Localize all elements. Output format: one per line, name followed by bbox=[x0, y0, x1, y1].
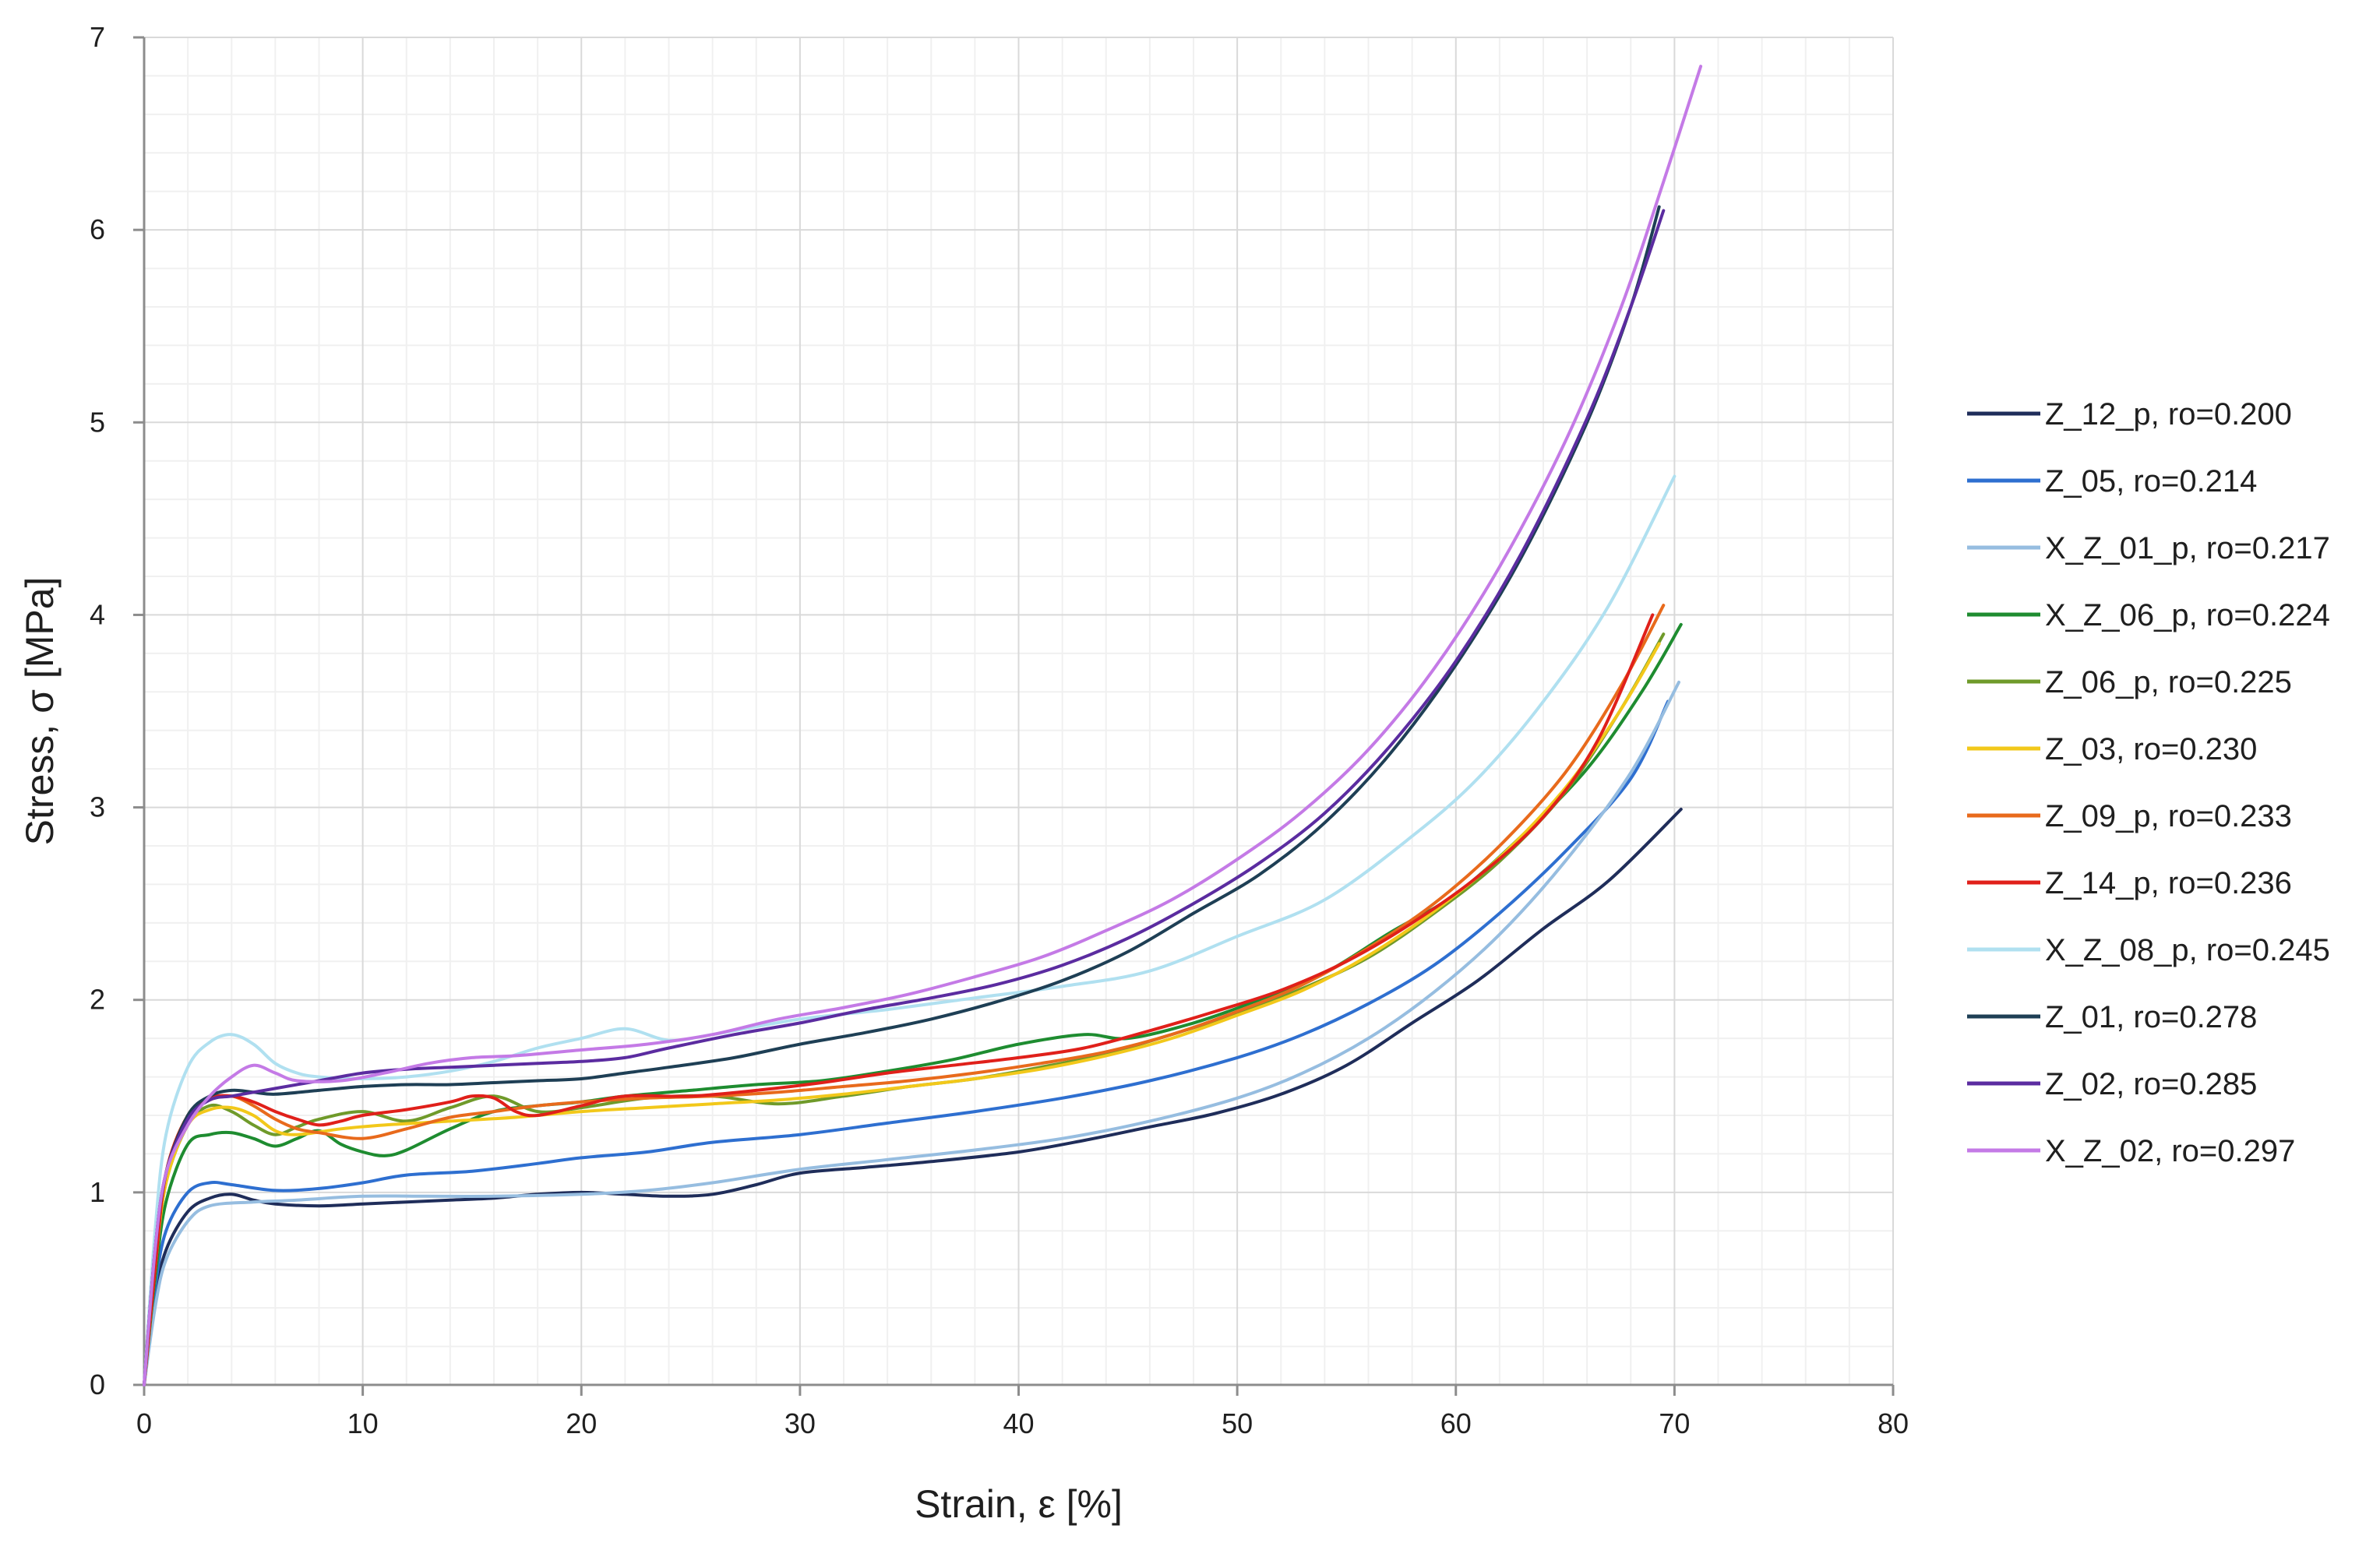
series-line-2 bbox=[143, 699, 1670, 1386]
series-line-8 bbox=[143, 613, 1655, 1386]
series-line-1 bbox=[143, 808, 1683, 1386]
series-line-11 bbox=[143, 209, 1666, 1386]
x-tick-label: 30 bbox=[785, 1407, 816, 1439]
x-tick-label: 20 bbox=[566, 1407, 597, 1439]
x-tick-label: 80 bbox=[1878, 1407, 1909, 1439]
x-tick-label: 70 bbox=[1659, 1407, 1690, 1439]
axes bbox=[133, 36, 1895, 1396]
legend-label-1: Z_12_p, ro=0.200 bbox=[2045, 397, 2292, 432]
y-axis-title: Stress, σ [MPa] bbox=[18, 577, 62, 846]
legend-label-10: Z_01, ro=0.278 bbox=[2045, 1000, 2257, 1034]
y-tick-label: 2 bbox=[90, 984, 105, 1016]
y-tick-label: 3 bbox=[90, 791, 105, 823]
x-axis-title: Strain, ε [%] bbox=[915, 1482, 1123, 1526]
y-tick-label: 0 bbox=[90, 1369, 105, 1400]
y-tick-label: 1 bbox=[90, 1176, 105, 1208]
legend-label-3: X_Z_01_p, ro=0.217 bbox=[2045, 531, 2330, 565]
legend-label-5: Z_06_p, ro=0.225 bbox=[2045, 665, 2292, 699]
legend-label-12: X_Z_02, ro=0.297 bbox=[2045, 1134, 2295, 1168]
legend-label-11: Z_02, ro=0.285 bbox=[2045, 1067, 2257, 1101]
legend-label-2: Z_05, ro=0.214 bbox=[2045, 464, 2257, 498]
series-line-6 bbox=[143, 642, 1661, 1386]
legend: Z_12_p, ro=0.200 Z_05, ro=0.214 X_Z_01_p, … bbox=[1967, 397, 2330, 1168]
legend-label-6: Z_03, ro=0.230 bbox=[2045, 732, 2257, 766]
legend-label-7: Z_09_p, ro=0.233 bbox=[2045, 799, 2292, 833]
y-tick-label: 7 bbox=[90, 21, 105, 53]
x-tick-label: 10 bbox=[347, 1407, 379, 1439]
x-tick-label: 60 bbox=[1440, 1407, 1472, 1439]
series-line-9 bbox=[143, 474, 1677, 1386]
x-tick-label: 50 bbox=[1222, 1407, 1253, 1439]
tick-labels: 0 10 20 30 40 50 60 70 80 0 1 2 3 4 5 6 7 bbox=[90, 21, 1909, 1439]
series-lines bbox=[143, 65, 1703, 1386]
legend-label-9: X_Z_08_p, ro=0.245 bbox=[2045, 933, 2330, 967]
series-line-10 bbox=[143, 205, 1661, 1386]
y-tick-label: 6 bbox=[90, 213, 105, 245]
x-tick-label: 0 bbox=[136, 1407, 152, 1439]
y-tick-label: 5 bbox=[90, 406, 105, 438]
legend-label-4: X_Z_06_p, ro=0.224 bbox=[2045, 598, 2330, 632]
series-line-3 bbox=[143, 680, 1680, 1386]
legend-label-8: Z_14_p, ro=0.236 bbox=[2045, 866, 2292, 900]
y-tick-label: 4 bbox=[90, 598, 105, 630]
x-tick-label: 40 bbox=[1003, 1407, 1034, 1439]
series-line-12 bbox=[143, 65, 1703, 1386]
